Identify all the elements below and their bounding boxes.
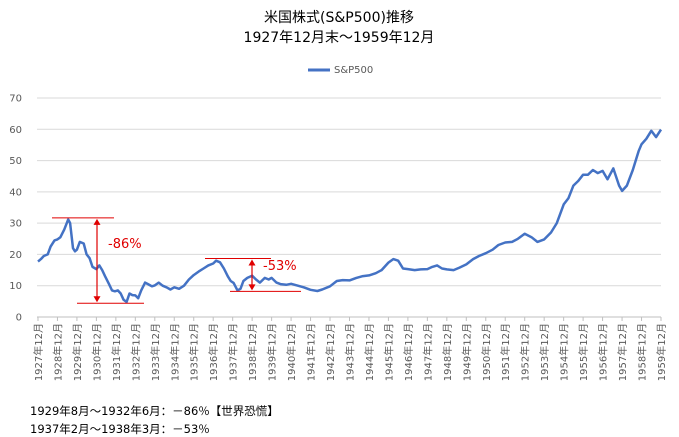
note-1937-decline: 1937年2月～1938年3月：－53％	[30, 422, 210, 436]
drawdown-annotation: -53%	[205, 257, 301, 292]
arrowhead-down-icon	[248, 284, 256, 291]
x-tick-label: 1943年12月	[343, 323, 356, 381]
x-tick-label: 1933年12月	[149, 323, 162, 381]
x-tick-label: 1930年12月	[90, 323, 103, 381]
x-tick-label: 1951年12月	[499, 323, 512, 381]
arrowhead-up-icon	[93, 218, 101, 225]
x-tick-label: 1935年12月	[188, 323, 201, 381]
x-tick-label: 1941年12月	[305, 323, 318, 381]
drawdown-annotation: -86%	[52, 217, 144, 304]
x-tick-label: 1954年12月	[558, 323, 571, 381]
x-tick-label: 1952年12月	[519, 323, 532, 381]
gridlines	[37, 97, 661, 318]
x-tick-label: 1950年12月	[480, 323, 493, 381]
x-tick-label: 1948年12月	[441, 323, 454, 381]
x-tick-label: 1937年12月	[227, 323, 240, 381]
x-tick-label: 1932年12月	[129, 323, 142, 381]
x-tick-label: 1947年12月	[421, 323, 434, 381]
x-tick-label: 1946年12月	[402, 323, 415, 381]
y-tick-label: 40	[9, 187, 22, 198]
drawdown-label: -86%	[108, 237, 142, 252]
x-tick-label: 1956年12月	[597, 323, 610, 381]
drawdown-label: -53%	[263, 259, 297, 274]
y-tick-label: 50	[9, 156, 22, 167]
x-tick-label: 1942年12月	[324, 323, 337, 381]
y-axis: 0 10 20 30 40 50 60 70	[9, 94, 22, 324]
arrowhead-down-icon	[93, 296, 101, 303]
y-tick-label: 30	[9, 219, 22, 230]
series-line-sp500	[37, 128, 663, 304]
x-tick-label: 1938年12月	[246, 323, 259, 381]
x-tick-label: 1929年12月	[71, 323, 84, 381]
y-tick-label: 0	[16, 313, 22, 324]
y-tick-label: 10	[9, 281, 22, 292]
legend: S&P500	[308, 65, 373, 76]
x-tick-label: 1936年12月	[207, 323, 220, 381]
x-tick-label: 1940年12月	[285, 323, 298, 381]
x-tick-label: 1931年12月	[110, 323, 123, 381]
y-tick-label: 70	[9, 94, 22, 105]
x-tick-label: 1949年12月	[460, 323, 473, 381]
chart-subtitle: 1927年12月末～1959年12月	[244, 30, 435, 46]
legend-label: S&P500	[334, 65, 373, 76]
x-tick-label: 1928年12月	[51, 323, 64, 381]
x-tick-label: 1959年12月	[655, 323, 668, 381]
x-tick-label: 1945年12月	[382, 323, 395, 381]
chart-title: 米国株式(S&P500)推移	[264, 10, 414, 26]
note-great-depression: 1929年8月～1932年6月：－86％【世界恐慌】	[30, 404, 279, 418]
x-axis: 1927年12月 1928年12月 1929年12月 1930年12月 1931年12月…	[32, 317, 668, 381]
x-tick-label: 1957年12月	[616, 323, 629, 381]
x-tick-label: 1958年12月	[636, 323, 649, 381]
x-tick-label: 1944年12月	[363, 323, 376, 381]
drawdown-annotations: -86% -53%	[52, 217, 301, 304]
arrowhead-up-icon	[248, 259, 256, 266]
x-tick-label: 1953年12月	[538, 323, 551, 381]
x-tick-label: 1955年12月	[577, 323, 590, 381]
x-tick-label: 1934年12月	[168, 323, 181, 381]
y-tick-label: 20	[9, 250, 22, 261]
x-tick-label: 1939年12月	[266, 323, 279, 381]
y-tick-label: 60	[9, 125, 22, 136]
x-tick-label: 1927年12月	[32, 323, 45, 381]
